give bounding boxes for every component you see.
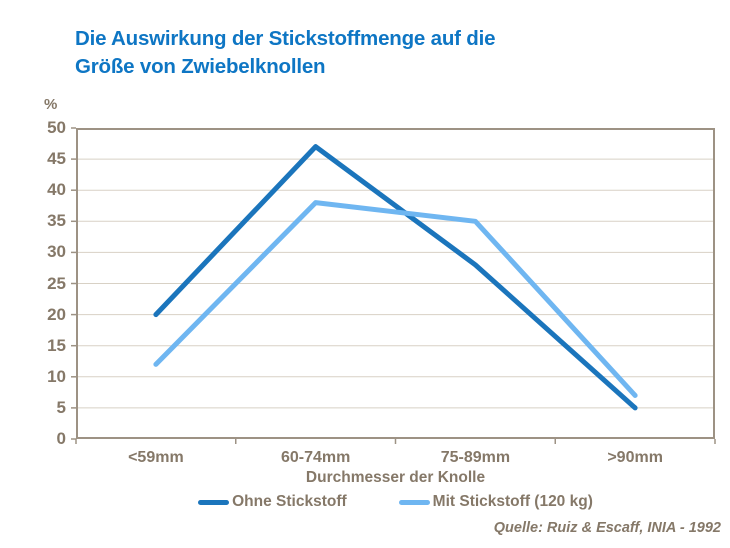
source-credit: Quelle: Ruiz & Escaff, INIA - 1992 <box>493 520 721 536</box>
legend-label: Ohne Stickstoff <box>232 493 347 510</box>
y-tick-label: 20 <box>47 304 66 324</box>
plot-border <box>76 128 715 439</box>
y-tick-label: 15 <box>47 335 66 355</box>
legend: Ohne Stickstoff Mit Stickstoff (120 kg) <box>76 493 715 511</box>
legend-label: Mit Stickstoff (120 kg) <box>432 493 593 510</box>
plot-area <box>71 127 716 444</box>
y-tick-label: 0 <box>56 429 66 448</box>
y-tick-label: 30 <box>47 242 66 262</box>
x-tick-label: 75-89mm <box>440 449 511 466</box>
x-tick-label: >90mm <box>607 449 663 466</box>
legend-line-swatch-icon <box>198 499 230 505</box>
legend-item: Ohne Stickstoff <box>198 493 347 511</box>
x-tick-label: 60-74mm <box>280 449 351 466</box>
chart-title: Die Auswirkung der Stickstoffmenge auf d… <box>75 25 495 81</box>
series-line-ohne-stickstoff <box>153 144 638 411</box>
chart-title-line2: Größe von Zwiebelknollen <box>75 55 326 78</box>
y-tick-label: 40 <box>47 180 66 200</box>
y-tick-label: 35 <box>47 211 66 231</box>
series-line-mit-stickstoff-120-kg- <box>153 200 638 398</box>
y-tick-label: 45 <box>47 149 66 169</box>
legend-line-swatch-icon <box>398 499 430 505</box>
y-tick-label: 25 <box>47 273 66 293</box>
x-tick-label: <59mm <box>128 449 184 466</box>
y-tick-label: 10 <box>47 366 66 386</box>
y-axis-unit-label: % <box>44 96 58 113</box>
chart-title-line1: Die Auswirkung der Stickstoffmenge auf d… <box>75 27 496 50</box>
y-tick-label: 5 <box>56 397 66 417</box>
y-tick-label: 50 <box>47 118 66 137</box>
x-axis-title: Durchmesser der Knolle <box>305 469 486 486</box>
legend-item: Mit Stickstoff (120 kg) <box>398 493 593 511</box>
